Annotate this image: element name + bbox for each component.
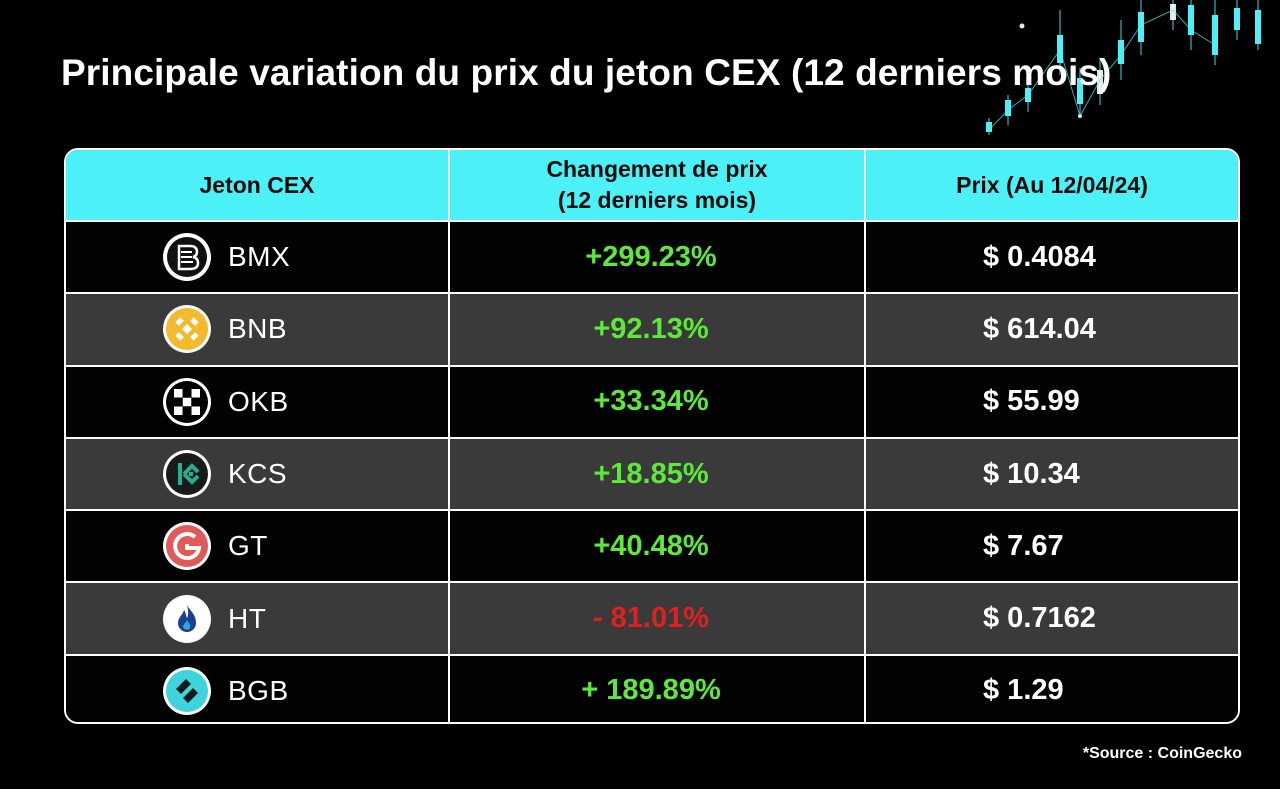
token-name: BNB [228,313,288,345]
token-name: BMX [228,241,291,273]
token-name: BGB [228,674,289,706]
token-cell: KCS [66,438,450,510]
bgb-logo-icon [162,666,212,716]
price-value: $ 614.04 [983,312,1096,345]
change-cell: +18.85% [450,438,866,510]
price-change-value: - 81.01% [592,602,710,635]
header-price: Prix (Au 12/04/24) [956,171,1148,198]
token-cell: GT [66,511,450,582]
candlestick-decoration-icon [986,0,1261,135]
price-change-value: +299.23% [585,240,717,273]
okb-logo-icon [162,377,212,427]
change-cell: + 189.89% [450,655,866,722]
price-cell: $ 55.99 [866,367,1238,437]
table-row: BMX +299.23% $ 0.4084 [66,220,1238,293]
token-name: HT [228,602,267,634]
price-value: $ 0.4084 [983,240,1096,273]
kcs-logo-icon [162,449,212,499]
change-cell: +40.48% [450,511,866,582]
price-cell: $ 7.67 [866,511,1238,581]
token-cell: BMX [66,222,450,293]
table-row: OKB +33.34% $ 55.99 [66,364,1238,437]
price-change-value: +18.85% [593,457,709,490]
header-change-line2: (12 derniers mois) [557,187,757,213]
change-cell: +92.13% [450,294,866,365]
price-value: $ 10.34 [983,457,1080,490]
token-cell: OKB [66,366,450,437]
ht-logo-icon [162,594,212,644]
table-row: KCS +18.85% $ 10.34 [66,436,1238,510]
price-cell: $ 614.04 [866,294,1238,364]
price-change-value: +33.34% [593,385,709,418]
price-value: $ 7.67 [983,529,1064,562]
gt-logo-icon [162,521,212,571]
price-value: $ 0.7162 [983,602,1096,635]
bnb-logo-icon [162,304,212,354]
header-change-line1: Changement de prix [546,156,768,182]
token-cell: HT [66,583,450,654]
header-change: Changement de prix (12 derniers mois) [450,150,866,220]
table-row: BNB +92.13% $ 614.04 [66,292,1238,365]
price-cell: $ 1.29 [866,656,1238,722]
price-change-value: + 189.89% [581,674,721,707]
price-change-value: +92.13% [593,312,709,345]
price-cell: $ 0.4084 [866,222,1238,292]
header-token: Jeton CEX [66,150,450,220]
bmx-logo-icon [162,232,212,282]
change-cell: - 81.01% [450,583,866,654]
token-name: OKB [228,385,289,417]
table-header: Jeton CEX Changement de prix (12 dernier… [66,150,1238,220]
price-change-value: +40.48% [593,529,709,562]
change-cell: +33.34% [450,366,866,437]
token-cell: BNB [66,294,450,365]
token-name: KCS [228,458,288,490]
table-row: BGB + 189.89% $ 1.29 [66,653,1238,722]
price-value: $ 55.99 [983,385,1080,418]
change-cell: +299.23% [450,222,866,293]
price-cell: $ 10.34 [866,439,1238,509]
table-row: HT - 81.01% $ 0.7162 [66,581,1238,654]
price-value: $ 1.29 [983,674,1064,707]
price-table: Jeton CEX Changement de prix (12 dernier… [64,148,1240,724]
chart-title: Principale variation du prix du jeton CE… [61,52,1112,93]
table-row: GT +40.48% $ 7.67 [66,509,1238,582]
price-cell: $ 0.7162 [866,583,1238,653]
token-cell: BGB [66,655,450,722]
source-note: *Source : CoinGecko [1082,745,1242,762]
token-name: GT [228,530,268,562]
